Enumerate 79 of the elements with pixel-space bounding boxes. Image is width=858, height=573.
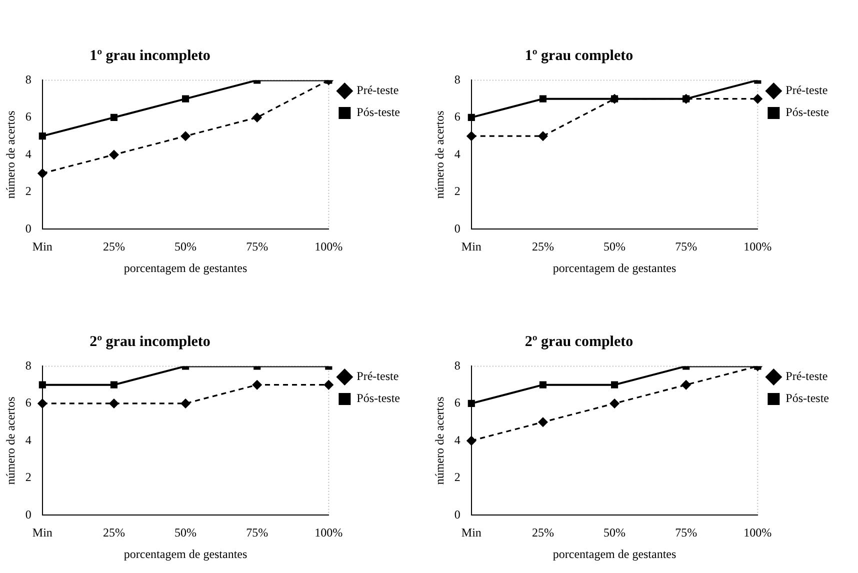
- point: [610, 398, 620, 408]
- x-tick-label: 25%: [532, 526, 554, 540]
- x-tick-label: Min: [32, 526, 52, 540]
- y-tick-label: 2: [25, 470, 32, 484]
- y-axis-title: número de acertos: [432, 110, 446, 199]
- chart-title: 1º grau incompleto: [88, 48, 212, 65]
- x-axis-title: porcentagem de gestantes: [124, 546, 248, 561]
- legend-label: Pré-teste: [356, 83, 399, 98]
- point: [37, 168, 48, 178]
- x-tick-label: Min: [461, 240, 482, 254]
- y-tick-label: 8: [25, 72, 32, 86]
- point: [538, 131, 548, 142]
- x-tick-label: 100%: [314, 240, 343, 254]
- point: [180, 131, 191, 142]
- point: [539, 381, 547, 388]
- x-tick-label: 50%: [174, 526, 197, 540]
- legend-label: Pré-teste: [786, 83, 828, 98]
- x-tick-label: 75%: [675, 240, 698, 254]
- point: [466, 131, 476, 142]
- point: [681, 380, 692, 390]
- point: [110, 114, 118, 121]
- y-tick-label: 4: [454, 432, 460, 447]
- point: [108, 150, 119, 160]
- point: [182, 95, 190, 102]
- x-tick-label: 25%: [532, 240, 554, 254]
- y-tick-label: 2: [454, 184, 460, 198]
- x-tick-label: 75%: [675, 526, 698, 540]
- point: [538, 417, 548, 428]
- x-tick-label: 25%: [102, 526, 125, 540]
- y-tick-label: 6: [454, 110, 460, 124]
- y-axis-title: número de acertos: [3, 396, 18, 485]
- point: [611, 381, 618, 388]
- point: [252, 112, 262, 122]
- x-tick-label: 50%: [604, 526, 626, 540]
- y-tick-label: 8: [454, 358, 460, 372]
- y-tick-label: 0: [25, 507, 32, 522]
- y-tick-label: 4: [454, 146, 460, 161]
- y-tick-label: 6: [25, 396, 32, 410]
- y-tick-label: 2: [454, 470, 460, 484]
- x-axis-title: porcentagem de gestantes: [552, 260, 677, 275]
- y-tick-label: 4: [25, 146, 32, 161]
- y-tick-label: 8: [454, 72, 460, 86]
- x-tick-label: Min: [461, 526, 482, 540]
- x-tick-label: 100%: [744, 240, 772, 254]
- legend-label: Pós-teste: [356, 391, 400, 406]
- chart-title: 2º grau incompleto: [88, 334, 212, 351]
- legend-label: Pré-teste: [356, 369, 399, 384]
- legend-label: Pré-teste: [786, 369, 828, 384]
- legend-label: Pós-teste: [786, 391, 830, 406]
- x-tick-label: 50%: [604, 240, 626, 254]
- y-tick-label: 0: [454, 507, 460, 522]
- point: [539, 95, 547, 102]
- chart-title: 2º grau completo: [524, 334, 634, 351]
- x-tick-label: 75%: [246, 526, 268, 540]
- y-tick-label: 6: [25, 110, 32, 124]
- y-axis-title: número de acertos: [432, 396, 446, 485]
- legend-label: Pós-teste: [786, 105, 830, 120]
- y-tick-label: 8: [25, 358, 32, 372]
- legend-label: Pós-teste: [356, 105, 400, 120]
- x-tick-label: 100%: [744, 526, 772, 540]
- point: [38, 132, 46, 140]
- point: [752, 94, 763, 104]
- x-axis-title: porcentagem de gestantes: [552, 546, 677, 561]
- x-axis-title: porcentagem de gestantes: [124, 260, 248, 275]
- point: [466, 436, 476, 446]
- x-tick-label: 50%: [174, 240, 197, 254]
- x-tick-label: 100%: [314, 526, 343, 540]
- x-tick-label: Min: [32, 240, 52, 254]
- y-axis-title: número de acertos: [3, 110, 18, 199]
- y-tick-label: 0: [25, 221, 32, 236]
- point: [468, 400, 475, 407]
- y-tick-label: 6: [454, 396, 460, 410]
- x-tick-label: 75%: [246, 240, 268, 254]
- y-tick-label: 2: [25, 184, 32, 198]
- y-tick-label: 4: [25, 432, 32, 447]
- x-tick-label: 25%: [102, 240, 125, 254]
- y-tick-label: 0: [454, 221, 460, 236]
- point: [468, 114, 475, 121]
- chart-title: 1º grau completo: [524, 48, 634, 65]
